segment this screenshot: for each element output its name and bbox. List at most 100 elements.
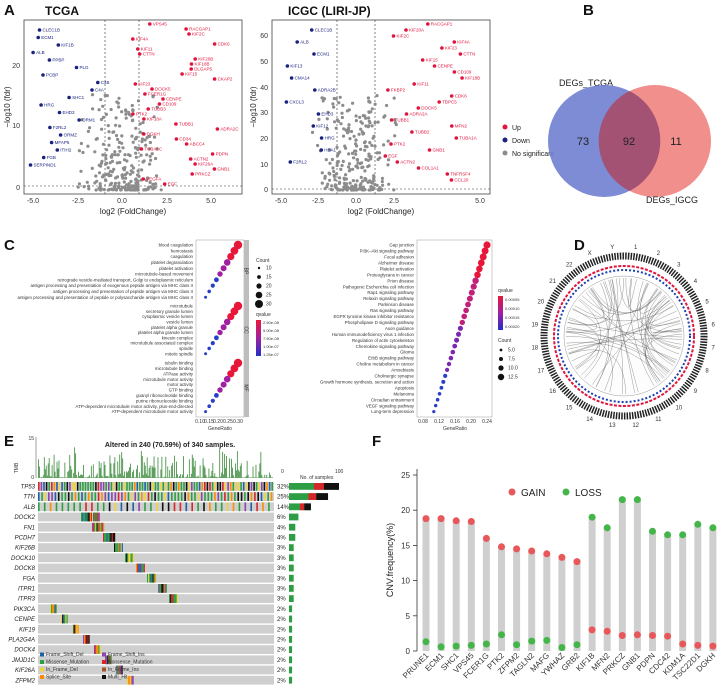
- tmb-bar: [265, 477, 267, 478]
- oncoplot-cell: [161, 502, 164, 512]
- tmb-bar: [118, 474, 120, 478]
- volcano-up-label: CENPE: [166, 97, 182, 102]
- oncoplot-cell: [126, 482, 128, 491]
- volcano-point: [105, 161, 109, 165]
- legend-down-label: Down: [512, 138, 530, 145]
- legend-nosig-label: No significant: [512, 151, 554, 158]
- volcano-point: [330, 157, 334, 162]
- volcano-point-up: [146, 107, 150, 111]
- oncoplot-cell: [209, 482, 211, 491]
- circos-link: [630, 278, 655, 386]
- volcano-point: [108, 169, 113, 173]
- oncoplot-cell: [170, 482, 172, 491]
- volcano-up-label: KIF23: [445, 46, 458, 51]
- tmb-bar: [238, 471, 240, 478]
- oncoplot-cell: [115, 543, 117, 552]
- oncoplot-cell: [84, 635, 86, 644]
- kegg-qvalue-colorbar: [498, 296, 503, 330]
- tmb-bar: [220, 476, 222, 478]
- cnv-loss-point: [437, 643, 445, 651]
- volcano-up-label: GNB1: [433, 148, 446, 153]
- oncoplot-cell: [98, 522, 100, 532]
- oncoplot-legend: Frame_Shift_Del Frame_Shift_InsMissense_M…: [40, 652, 153, 681]
- tmb-bar: [77, 477, 78, 478]
- volcano-point: [120, 173, 124, 177]
- volcano-point: [345, 185, 349, 189]
- tmb-bar: [88, 475, 90, 478]
- volcano-point: [340, 115, 344, 120]
- oncoplot-cell: [194, 492, 196, 501]
- oncoplot-gene-name: TP53: [21, 485, 36, 491]
- oncoplot-cell: [53, 604, 55, 614]
- kegg-dot: [454, 337, 460, 343]
- oncoplot-tmb-bars: [38, 447, 274, 478]
- oncoplot-cell: [131, 675, 133, 685]
- oncoplot-cell: [131, 482, 133, 491]
- go-count-value: 10: [266, 266, 272, 272]
- tmb-bar: [141, 456, 143, 478]
- volcano-point-down: [319, 136, 324, 140]
- volcano-point: [133, 146, 137, 150]
- kegg-term-label: Alzheimer disease: [378, 261, 414, 266]
- oncoplot-cell: [144, 502, 146, 512]
- volcano-point: [130, 164, 134, 168]
- oncoplot-cell: [41, 492, 43, 501]
- volcano-point-down: [56, 43, 61, 47]
- oncoplot-gene-pct: 32%: [277, 485, 290, 491]
- volcano-point: [363, 169, 367, 173]
- volcano-point-down: [47, 58, 52, 62]
- cnv-gain-point: [422, 515, 430, 523]
- volcano-point: [104, 172, 108, 177]
- oncoplot-side-bar: [289, 574, 294, 582]
- oncoplot-gene-name: JMJD1C: [11, 658, 36, 664]
- go-dot: [233, 240, 243, 250]
- oncoplot-cell: [171, 594, 173, 603]
- tmb-bar: [186, 474, 188, 478]
- oncoplot-cell: [53, 482, 56, 491]
- volcano-down-label: ECM1: [317, 52, 330, 57]
- tmb-bar: [259, 463, 261, 478]
- volcano-point-up: [174, 122, 178, 126]
- volcano-right-plot: CLEC1BALBECM1KIF13CMA14ADRA2BCXCL3EHD3KI…: [249, 19, 491, 216]
- volcano-point: [151, 187, 155, 191]
- oncoplot-side-bar: [289, 605, 293, 613]
- volcano-point-up: [458, 52, 463, 56]
- tmb-bar: [126, 471, 127, 478]
- volcano-point: [113, 150, 117, 154]
- circos-link: [610, 279, 635, 394]
- volcano-down-label: EHD3: [63, 110, 76, 115]
- volcano-point: [340, 163, 344, 168]
- tmb-bar: [44, 469, 46, 478]
- volcano-up-label: CENPE: [438, 64, 454, 69]
- tmb-bar: [224, 454, 225, 478]
- volcano-point: [114, 133, 119, 138]
- oncoplot-cell: [197, 502, 199, 512]
- cnv-bar: [633, 499, 641, 651]
- volcano-point: [347, 169, 351, 173]
- oncoplot-cell: [86, 635, 88, 644]
- oncoplot-cell: [105, 655, 107, 665]
- oncoplot-cell: [54, 604, 56, 614]
- volcano-point: [351, 101, 355, 105]
- oncoplot-gene-name: DOCK2: [14, 515, 35, 521]
- oncoplot-cell: [111, 533, 113, 542]
- oncoplot-cell: [43, 482, 45, 491]
- volcano-point: [130, 119, 135, 123]
- volcano-right-xtick: -5.0: [275, 198, 287, 205]
- tmb-bar: [163, 477, 165, 478]
- volcano-right-ytick: 40: [260, 85, 268, 92]
- go-dot: [230, 364, 239, 373]
- oncoplot-gene-labels: TP53 32%TTN 25%ALB 14%DOCK2 6%FN1 4%PCDH7 4%KI…: [8, 485, 289, 685]
- tmb-bar: [249, 477, 251, 478]
- oncoplot-cell: [95, 512, 97, 522]
- volcano-down-label: KIF13: [290, 64, 303, 69]
- circos-link: [568, 311, 677, 354]
- oncoplot-cell: [69, 482, 71, 491]
- tmb-bar: [202, 458, 204, 478]
- oncoplot-gene-pct: 2%: [277, 668, 286, 674]
- volcano-up-label: PTK2: [136, 112, 148, 117]
- go-count-value: 20: [266, 284, 272, 290]
- volcano-right-ytick: 10: [260, 162, 268, 169]
- volcano-point: [107, 130, 111, 134]
- volcano-point: [126, 186, 130, 190]
